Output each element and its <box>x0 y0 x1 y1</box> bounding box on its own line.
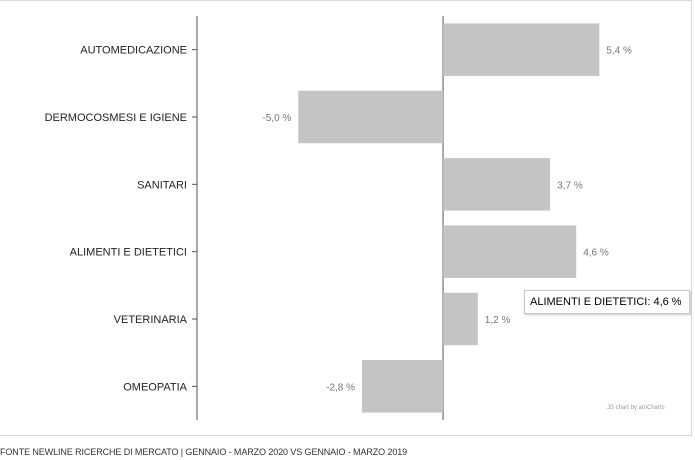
chart-frame <box>0 0 692 436</box>
value-label: -5,0 % <box>262 113 291 124</box>
category-label: DERMOCOSMESI E IGIENE <box>45 112 187 124</box>
category-label: AUTOMEDICAZIONE <box>80 45 187 57</box>
bar[interactable] <box>298 90 444 144</box>
value-label: 1,2 % <box>485 315 511 326</box>
bar[interactable] <box>443 158 551 211</box>
tooltip: ALIMENTI E DIETETICI: 4,6 % <box>524 290 690 314</box>
bar[interactable] <box>443 23 600 76</box>
value-label: -2,8 % <box>326 382 355 393</box>
category-label: ALIMENTI E DIETETICI <box>70 247 187 259</box>
source-caption: FONTE NEWLINE RICERCHE DI MERCATO | GENN… <box>0 447 408 457</box>
value-label: 5,4 % <box>606 46 632 57</box>
category-label: SANITARI <box>137 179 187 191</box>
bar[interactable] <box>362 360 444 413</box>
value-label: 4,6 % <box>583 248 609 259</box>
bar-chart: AUTOMEDICAZIONE 5,4 % DERMOCOSMESI E IGIEN… <box>45 16 632 420</box>
bar[interactable] <box>443 292 478 346</box>
value-label: 3,7 % <box>557 180 583 191</box>
category-label: OMEOPATIA <box>123 381 187 393</box>
category-label: VETERINARIA <box>114 314 188 326</box>
chart-credit[interactable]: JS chart by amCharts <box>607 405 665 411</box>
bar[interactable] <box>443 225 577 278</box>
